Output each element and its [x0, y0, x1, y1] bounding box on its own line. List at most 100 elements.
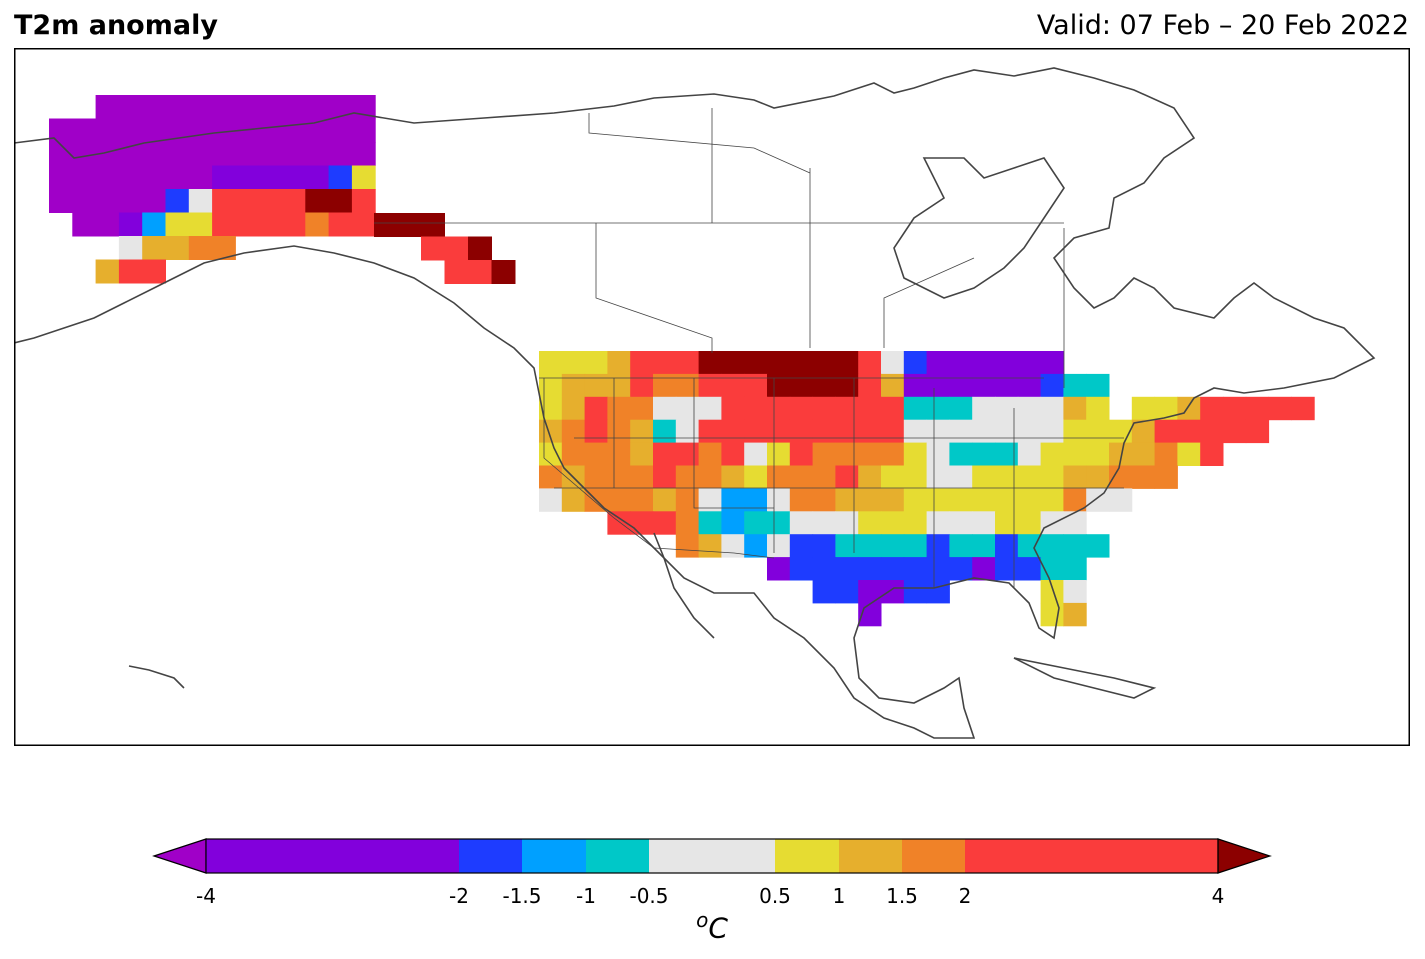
grid-cell — [1040, 373, 1064, 398]
grid-cell — [1177, 396, 1201, 421]
grid-cell — [995, 557, 1019, 581]
grid-cell — [351, 212, 376, 237]
grid-cell — [584, 396, 608, 421]
grid-cell — [1131, 465, 1156, 489]
grid-cell — [282, 95, 306, 119]
grid-cell — [118, 165, 143, 190]
grid-cell — [258, 95, 283, 119]
grid-cell — [539, 419, 563, 444]
grid-cell — [468, 236, 492, 261]
grid-cell — [835, 373, 859, 398]
grid-cell — [72, 118, 97, 143]
grid-cell — [698, 396, 722, 421]
grid-cell — [235, 95, 260, 119]
grid-cell — [95, 165, 120, 190]
grid-cell — [258, 189, 283, 213]
grid-cell — [1200, 396, 1224, 421]
grid-cell — [118, 236, 143, 260]
grid-cell — [881, 373, 905, 398]
coastlines — [14, 67, 1376, 739]
grid-cell — [1040, 602, 1064, 627]
grid-cell — [653, 442, 677, 466]
grid-cell — [949, 351, 973, 375]
grid-cell — [584, 373, 608, 398]
grid-cell — [698, 442, 722, 466]
grid-cell — [630, 442, 654, 466]
grid-cell — [744, 396, 768, 421]
grid-cell — [1200, 442, 1224, 466]
grid-cell — [995, 511, 1019, 535]
grid-cell — [995, 465, 1019, 489]
grid-cell — [858, 488, 882, 512]
grid-cell — [630, 465, 654, 489]
grid-cell — [212, 142, 236, 166]
grid-cell — [95, 142, 120, 166]
colorbar-segment — [902, 839, 965, 873]
grid-cell — [675, 373, 700, 398]
grid-cell — [584, 465, 608, 489]
grid-cell — [235, 212, 260, 237]
grid-cell — [561, 373, 586, 398]
grid-cell — [212, 95, 236, 119]
grid-cell — [539, 373, 563, 398]
grid-cell — [212, 189, 236, 213]
grid-cell — [744, 465, 768, 489]
grid-cell — [607, 465, 631, 489]
grid-cell — [789, 557, 814, 581]
colorbar-tick-label: -1 — [576, 884, 596, 908]
grid-cell — [1177, 442, 1201, 466]
grid-cell — [949, 557, 973, 581]
grid-cell — [607, 351, 631, 375]
unit-label: oC — [696, 908, 728, 945]
grid-cell — [721, 465, 745, 489]
colorbar-segment — [775, 839, 839, 873]
grid-cell — [1063, 442, 1087, 466]
grid-cell — [1040, 396, 1064, 421]
grid-cell — [858, 396, 882, 421]
grid-cell — [561, 419, 586, 444]
grid-cell — [258, 165, 283, 190]
grid-cell — [881, 465, 905, 489]
grid-cell — [972, 351, 996, 375]
grid-cell — [675, 511, 700, 535]
grid-cell — [165, 165, 190, 190]
grid-cell — [767, 534, 791, 558]
colorbar-segment — [839, 839, 902, 873]
grid-cell — [1131, 419, 1156, 444]
grid-cell — [95, 259, 120, 284]
grid-cell — [698, 465, 722, 489]
grid-cell — [142, 212, 166, 237]
grid-cell — [744, 488, 768, 512]
grid-cell — [188, 95, 213, 119]
grid-cell — [607, 396, 631, 421]
grid-cell — [1040, 557, 1064, 581]
grid-cell — [561, 442, 586, 466]
map-title: T2m anomaly — [14, 10, 218, 41]
grid-cell — [835, 442, 859, 466]
grid-cell — [539, 351, 563, 375]
grid-cell — [72, 189, 97, 213]
grid-cell — [949, 465, 973, 489]
grid-cell — [835, 488, 859, 512]
grid-cell — [789, 511, 814, 535]
grid-cell — [972, 419, 996, 444]
grid-cell — [188, 212, 213, 237]
colorbar-segment — [649, 839, 775, 873]
grid-cell — [142, 259, 166, 284]
grid-cell — [1131, 442, 1156, 466]
colorbar-segment — [586, 839, 649, 873]
grid-cell — [95, 212, 120, 237]
grid-cell — [1017, 351, 1042, 375]
colorbar-over-extension — [1217, 838, 1272, 874]
grid-cell — [539, 396, 563, 421]
grid-cell — [49, 165, 73, 190]
grid-cell — [607, 373, 631, 398]
grid-cell — [539, 442, 563, 466]
grid-cell — [789, 534, 814, 558]
grid-cell — [351, 165, 376, 190]
grid-cell — [653, 373, 677, 398]
grid-cell — [118, 95, 143, 119]
grid-cell — [835, 465, 859, 489]
grid-cell — [653, 351, 677, 375]
grid-cell — [49, 118, 73, 143]
